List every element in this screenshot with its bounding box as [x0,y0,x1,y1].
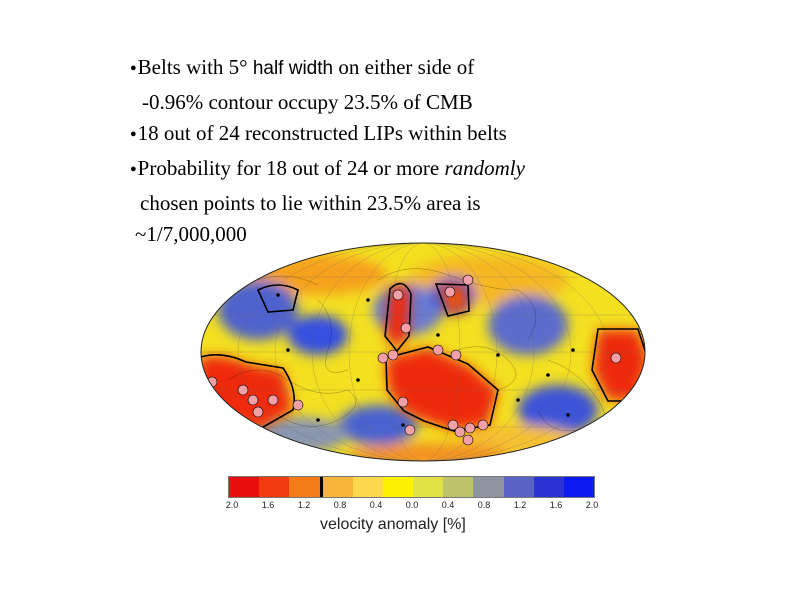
bullet-3: ●Probability for 18 out of 24 or more ra… [130,156,525,180]
hotspot-dots [276,293,575,427]
colorbar-tick-label: 1.6 [261,500,275,510]
colorbar-tick-label: 0.4 [441,500,455,510]
bullet-dot: ● [130,128,137,140]
coastlines [227,268,605,431]
colorbar-swatch [503,477,534,497]
colorbar-tick-label: 0.8 [333,500,347,510]
colorbar-swatch [259,477,290,497]
colorbar-swatch [382,477,414,497]
bullet-dot: ● [130,62,137,74]
colorbar-swatch [413,477,444,497]
colorbar [228,476,595,498]
bullet-2: ●18 out of 24 reconstructed LIPs within … [130,121,507,145]
bullet-1: ●Belts with 5° half width on either side… [130,55,475,79]
tomography-world-map [200,242,646,462]
colorbar-ticks: 2.0 1.6 1.2 0.8 0.4 0.0 0.4 0.8 1.2 1.6 2.0 [222,500,602,514]
bullet-3-continuation: chosen points to lie within 23.5% area i… [140,191,481,215]
colorbar-title: velocity anomaly [%] [320,516,466,533]
colorbar-tick-label: 2.0 [225,500,239,510]
colorbar-swatch [443,477,474,497]
colorbar-tick-label: 1.2 [513,500,527,510]
colorbar-swatch [563,477,595,497]
bullet-1-continuation: -0.96% contour occupy 23.5% of CMB [142,90,473,114]
colorbar-swatch [352,477,383,497]
colorbar-swatch [319,477,353,497]
colorbar-tick-label: 1.6 [549,500,563,510]
colorbar-tick-label: 0.0 [405,500,419,510]
graticule [201,243,645,461]
colorbar-swatch [289,477,320,497]
bullet-list: ●Belts with 5° half width on either side… [130,52,650,250]
colorbar-tick-label: 1.2 [297,500,311,510]
colorbar-swatch [533,477,564,497]
colorbar-swatch [229,477,260,497]
colorbar-tick-label: 2.0 [585,500,599,510]
colorbar-swatch [473,477,504,497]
bullet-dot: ● [130,163,137,175]
bullet-3-continuation-2: ~1/7,000,000 [135,222,247,246]
colorbar-tick-label: 0.4 [369,500,383,510]
colorbar-tick-label: 0.8 [477,500,491,510]
